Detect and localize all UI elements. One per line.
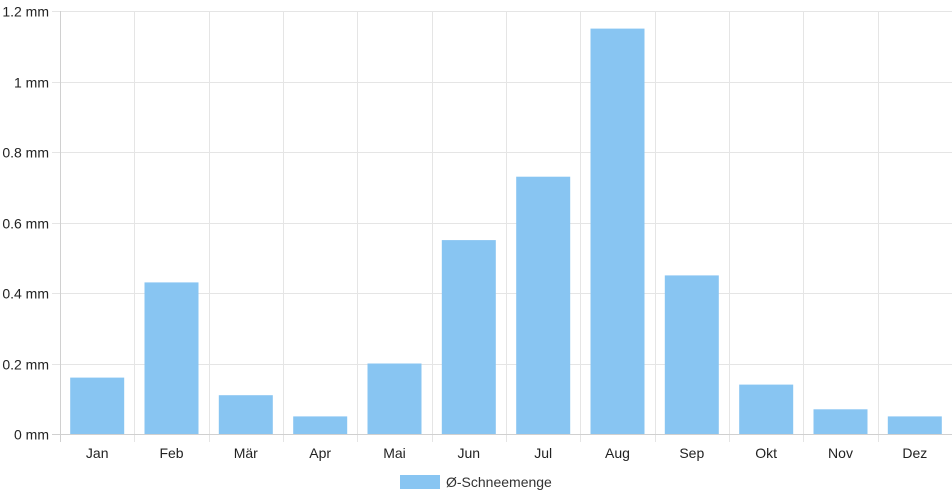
bars — [70, 28, 942, 435]
bar-aug[interactable] — [590, 28, 645, 434]
grid — [52, 11, 952, 442]
bar-jun[interactable] — [441, 240, 496, 434]
bar-okt[interactable] — [739, 384, 794, 434]
y-tick-label: 1 mm — [14, 75, 49, 91]
bar-nov[interactable] — [813, 409, 868, 434]
bar-dez[interactable] — [887, 416, 942, 434]
x-tick-label: Sep — [679, 445, 704, 461]
y-tick-label: 0.2 mm — [2, 357, 49, 373]
x-tick-label: Jun — [458, 445, 481, 461]
x-tick-label: Jul — [534, 445, 552, 461]
y-tick-label: 0.8 mm — [2, 145, 49, 161]
legend-swatch — [400, 475, 440, 489]
y-tick-label: 0.4 mm — [2, 286, 49, 302]
bar-apr[interactable] — [293, 416, 348, 434]
bar-jan[interactable] — [70, 377, 125, 434]
y-tick-label: 1.2 mm — [2, 4, 49, 20]
x-tick-label: Mai — [383, 445, 406, 461]
x-tick-label: Feb — [159, 445, 183, 461]
legend-label: Ø-Schneemenge — [446, 474, 552, 490]
x-tick-label: Jan — [86, 445, 109, 461]
x-tick-label: Dez — [902, 445, 927, 461]
bar-mai[interactable] — [367, 363, 422, 435]
x-tick-label: Nov — [828, 445, 853, 461]
bar-mär[interactable] — [218, 395, 273, 434]
bar-feb[interactable] — [144, 282, 199, 434]
bar-jul[interactable] — [516, 176, 571, 434]
x-tick-label: Aug — [605, 445, 630, 461]
legend[interactable]: Ø-Schneemenge — [400, 474, 552, 490]
x-tick-label: Okt — [755, 445, 777, 461]
axes: 0 mm 0.2 mm 0.4 mm 0.6 mm 0.8 mm 1 mm 1.2 mm Ja… — [2, 4, 952, 461]
y-tick-label: 0 mm — [14, 427, 49, 443]
y-tick-label: 0.6 mm — [2, 216, 49, 232]
x-tick-label: Mär — [234, 445, 258, 461]
bar-sep[interactable] — [664, 275, 719, 434]
x-tick-label: Apr — [309, 445, 331, 461]
